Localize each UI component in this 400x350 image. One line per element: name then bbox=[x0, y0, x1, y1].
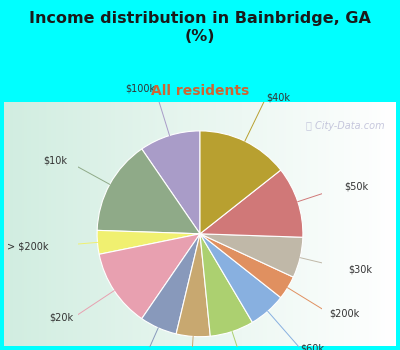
Wedge shape bbox=[142, 131, 200, 234]
Wedge shape bbox=[176, 234, 210, 337]
Text: $100k: $100k bbox=[125, 84, 155, 94]
Text: $10k: $10k bbox=[43, 156, 67, 166]
Text: All residents: All residents bbox=[151, 84, 249, 98]
Text: $200k: $200k bbox=[329, 308, 360, 319]
Text: $40k: $40k bbox=[266, 92, 290, 102]
Wedge shape bbox=[99, 234, 200, 318]
Text: $20k: $20k bbox=[49, 313, 73, 323]
Wedge shape bbox=[142, 234, 200, 334]
Text: $50k: $50k bbox=[344, 181, 368, 191]
Text: $30k: $30k bbox=[348, 264, 372, 274]
Wedge shape bbox=[200, 234, 252, 336]
Wedge shape bbox=[200, 131, 281, 234]
Wedge shape bbox=[200, 234, 303, 277]
Wedge shape bbox=[200, 234, 293, 298]
Wedge shape bbox=[97, 230, 200, 254]
Text: > $200k: > $200k bbox=[7, 241, 49, 252]
Text: Income distribution in Bainbridge, GA
(%): Income distribution in Bainbridge, GA (%… bbox=[29, 10, 371, 44]
Wedge shape bbox=[200, 234, 281, 322]
Wedge shape bbox=[200, 170, 303, 237]
Wedge shape bbox=[97, 149, 200, 234]
Text: ⓘ City-Data.com: ⓘ City-Data.com bbox=[306, 121, 384, 131]
Text: $60k: $60k bbox=[300, 343, 324, 350]
